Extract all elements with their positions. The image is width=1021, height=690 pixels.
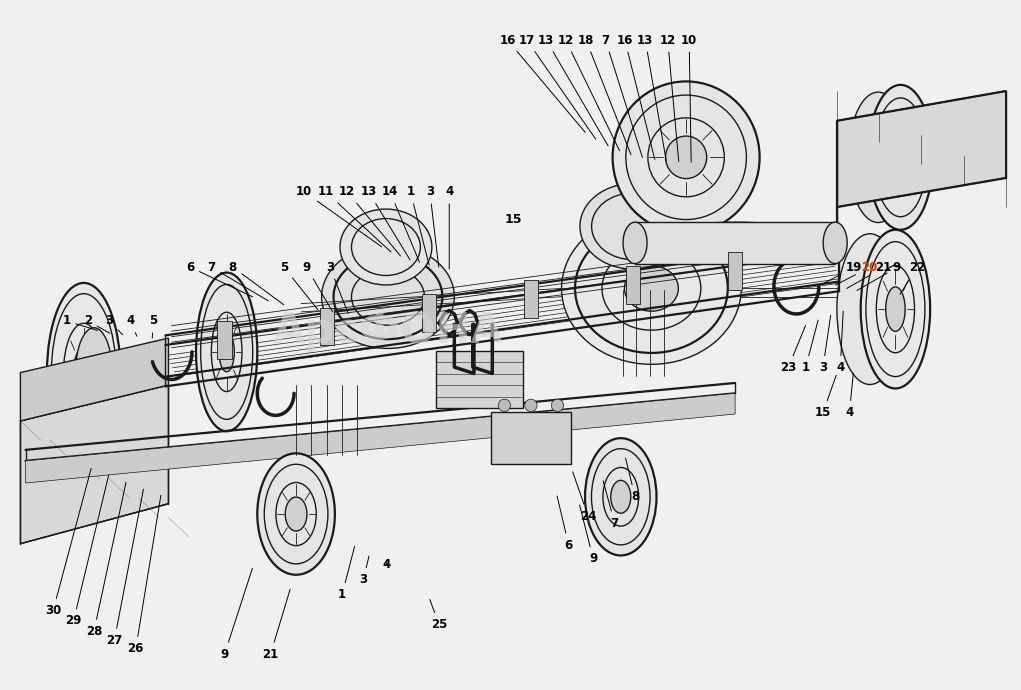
Text: 4: 4 xyxy=(383,558,391,571)
Text: 1: 1 xyxy=(406,186,429,265)
Text: 2: 2 xyxy=(84,315,110,333)
Text: 23: 23 xyxy=(780,326,806,374)
Ellipse shape xyxy=(525,400,537,412)
Text: 18: 18 xyxy=(578,34,631,155)
Text: 3: 3 xyxy=(326,261,348,313)
Bar xyxy=(217,322,232,359)
Text: 26: 26 xyxy=(128,495,161,655)
Text: 7: 7 xyxy=(601,34,642,157)
Text: 9: 9 xyxy=(857,262,901,290)
Ellipse shape xyxy=(196,273,257,431)
Text: 11: 11 xyxy=(318,186,391,252)
Text: 16: 16 xyxy=(499,34,585,132)
Bar xyxy=(635,222,835,264)
Text: 25: 25 xyxy=(430,600,447,631)
Text: 29: 29 xyxy=(65,475,108,627)
Text: 1: 1 xyxy=(801,320,818,374)
Text: 17: 17 xyxy=(519,34,595,139)
Text: 6: 6 xyxy=(186,261,253,297)
Ellipse shape xyxy=(848,92,908,222)
Text: 3: 3 xyxy=(819,315,831,374)
Text: 10: 10 xyxy=(296,186,382,247)
Ellipse shape xyxy=(837,234,903,384)
Ellipse shape xyxy=(74,348,94,397)
Text: 13: 13 xyxy=(538,34,609,146)
Ellipse shape xyxy=(635,222,835,264)
Text: 24: 24 xyxy=(573,472,596,522)
Text: 30: 30 xyxy=(45,469,91,617)
Bar xyxy=(491,413,571,464)
Text: 5: 5 xyxy=(280,261,318,310)
Text: 7: 7 xyxy=(603,481,619,529)
Text: 5: 5 xyxy=(149,315,157,338)
Text: 6: 6 xyxy=(557,496,573,551)
Ellipse shape xyxy=(611,480,631,513)
Bar xyxy=(728,253,742,290)
Ellipse shape xyxy=(218,332,235,372)
Text: 8: 8 xyxy=(229,261,284,305)
Text: 19: 19 xyxy=(824,262,862,283)
Ellipse shape xyxy=(285,497,307,531)
Text: 3: 3 xyxy=(359,556,369,586)
Text: 21: 21 xyxy=(846,262,891,288)
Text: 8: 8 xyxy=(626,458,639,503)
Text: 10: 10 xyxy=(681,34,697,162)
Text: 21: 21 xyxy=(262,589,290,660)
Bar xyxy=(524,280,538,318)
Text: 20: 20 xyxy=(835,262,877,285)
Ellipse shape xyxy=(340,209,432,285)
Text: 1: 1 xyxy=(338,546,354,601)
Text: 14: 14 xyxy=(382,186,420,262)
Ellipse shape xyxy=(623,222,647,264)
Polygon shape xyxy=(837,91,1006,207)
Ellipse shape xyxy=(562,213,741,364)
Text: 4: 4 xyxy=(845,373,854,419)
Ellipse shape xyxy=(76,328,112,417)
Text: 9: 9 xyxy=(302,261,333,312)
Ellipse shape xyxy=(257,453,335,575)
Text: 3: 3 xyxy=(426,186,439,267)
Text: 9: 9 xyxy=(580,505,597,565)
Text: 3: 3 xyxy=(105,315,123,335)
Ellipse shape xyxy=(47,283,120,462)
Ellipse shape xyxy=(498,400,510,412)
Text: 15: 15 xyxy=(815,375,836,419)
Ellipse shape xyxy=(625,266,678,311)
Text: 4: 4 xyxy=(127,315,137,336)
Ellipse shape xyxy=(861,230,930,388)
Polygon shape xyxy=(26,393,735,483)
Text: 22: 22 xyxy=(900,262,925,295)
Polygon shape xyxy=(20,385,168,544)
Bar xyxy=(437,351,523,408)
Text: 27: 27 xyxy=(106,489,143,647)
Text: 12: 12 xyxy=(557,34,620,150)
Text: 4: 4 xyxy=(445,186,453,269)
Text: 15: 15 xyxy=(504,213,523,226)
Text: 7: 7 xyxy=(207,261,269,301)
Bar xyxy=(626,266,640,304)
Ellipse shape xyxy=(613,81,760,233)
Text: 13: 13 xyxy=(637,34,667,161)
Ellipse shape xyxy=(885,287,906,331)
Text: 16: 16 xyxy=(617,34,654,159)
Polygon shape xyxy=(20,338,168,421)
Text: 1: 1 xyxy=(62,315,97,331)
Text: 12: 12 xyxy=(339,186,400,256)
Text: 9: 9 xyxy=(221,569,252,660)
Text: 13: 13 xyxy=(360,186,410,260)
Ellipse shape xyxy=(585,438,657,555)
Ellipse shape xyxy=(823,222,847,264)
Ellipse shape xyxy=(580,184,686,269)
Ellipse shape xyxy=(868,85,933,230)
Ellipse shape xyxy=(666,136,707,179)
Text: 28: 28 xyxy=(86,482,126,638)
Bar xyxy=(320,308,334,346)
Ellipse shape xyxy=(322,245,454,348)
Text: 12: 12 xyxy=(660,34,679,161)
Text: 4: 4 xyxy=(836,311,844,374)
Ellipse shape xyxy=(551,400,564,412)
Text: АрсФОНА: АрсФОНА xyxy=(273,310,503,352)
Bar xyxy=(422,294,436,332)
